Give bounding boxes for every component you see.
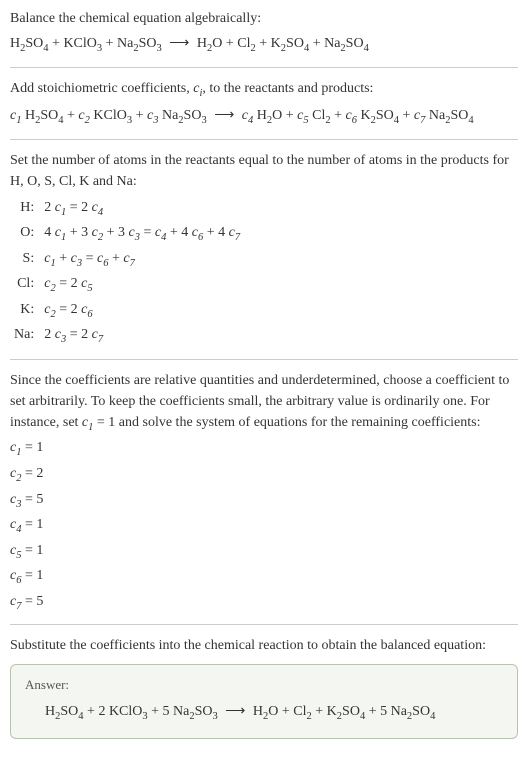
arrow-icon: ⟶ bbox=[221, 704, 249, 719]
plus: + bbox=[136, 108, 147, 123]
unbalanced-equation: H2SO4 + KClO3 + Na2SO3 ⟶ H2O + Cl2 + K2S… bbox=[10, 33, 518, 57]
atom-row-h: H: 2 c1 = 2 c4 bbox=[10, 196, 244, 222]
c7: c7 bbox=[414, 108, 425, 123]
plus: + bbox=[313, 36, 324, 51]
reactant-3: Na2SO3 bbox=[173, 704, 218, 719]
reactant-2: KClO3 bbox=[109, 704, 148, 719]
atoms-table: H: 2 c1 = 2 c4 O: 4 c1 + 3 c2 + 3 c3 = c… bbox=[10, 196, 244, 349]
atom-equation: c2 = 2 c5 bbox=[40, 272, 244, 298]
reactant-3: Na2SO3 bbox=[117, 36, 162, 51]
c4: c4 bbox=[242, 108, 253, 123]
solution-line: c3 = 5 bbox=[10, 489, 518, 513]
coef-2: 2 bbox=[98, 704, 109, 719]
plus: + bbox=[106, 36, 117, 51]
answer-label: Answer: bbox=[25, 675, 503, 695]
plus: + bbox=[286, 108, 297, 123]
stoich-text: Add stoichiometric coefficients, ci, to … bbox=[10, 78, 518, 102]
underdetermined-section: Since the coefficients are relative quan… bbox=[10, 370, 518, 614]
plus: + bbox=[403, 108, 414, 123]
c6: c6 bbox=[346, 108, 357, 123]
product-4: Na2SO4 bbox=[429, 108, 474, 123]
solution-line: c5 = 1 bbox=[10, 540, 518, 564]
c1: c1 bbox=[10, 108, 21, 123]
c2: c2 bbox=[78, 108, 89, 123]
subst-text: Substitute the coefficients into the che… bbox=[10, 635, 518, 656]
solution-line: c1 = 1 bbox=[10, 437, 518, 461]
divider bbox=[10, 624, 518, 625]
product-1: H2O bbox=[253, 704, 279, 719]
plus: + bbox=[151, 704, 162, 719]
plus: + bbox=[369, 704, 380, 719]
under-text: Since the coefficients are relative quan… bbox=[10, 370, 518, 436]
element-label: Na: bbox=[10, 323, 40, 349]
solutions-list: c1 = 1c2 = 2c3 = 5c4 = 1c5 = 1c6 = 1c7 =… bbox=[10, 437, 518, 614]
atom-row-k: K: c2 = 2 c6 bbox=[10, 298, 244, 324]
product-1: H2O bbox=[197, 36, 223, 51]
element-label: Cl: bbox=[10, 272, 40, 298]
plus: + bbox=[315, 704, 326, 719]
reactant-2: KClO3 bbox=[63, 36, 102, 51]
product-3: K2SO4 bbox=[271, 36, 310, 51]
coef-5: 5 bbox=[380, 704, 391, 719]
reactant-2: KClO3 bbox=[93, 108, 132, 123]
c5: c5 bbox=[297, 108, 308, 123]
atoms-intro: Set the number of atoms in the reactants… bbox=[10, 150, 518, 192]
atom-row-s: S: c1 + c3 = c6 + c7 bbox=[10, 247, 244, 273]
atoms-section: Set the number of atoms in the reactants… bbox=[10, 150, 518, 349]
stoich-section: Add stoichiometric coefficients, ci, to … bbox=[10, 78, 518, 129]
c3: c3 bbox=[147, 108, 158, 123]
solution-line: c4 = 1 bbox=[10, 514, 518, 538]
element-label: K: bbox=[10, 298, 40, 324]
product-4: Na2SO4 bbox=[324, 36, 369, 51]
atom-equation: c1 + c3 = c6 + c7 bbox=[40, 247, 244, 273]
plus: + bbox=[52, 36, 63, 51]
coef-5: 5 bbox=[163, 704, 174, 719]
arrow-icon: ⟶ bbox=[210, 108, 238, 123]
divider bbox=[10, 139, 518, 140]
product-2: Cl2 bbox=[312, 108, 330, 123]
atom-equation: 4 c1 + 3 c2 + 3 c3 = c4 + 4 c6 + 4 c7 bbox=[40, 221, 244, 247]
solution-line: c7 = 5 bbox=[10, 591, 518, 615]
plus: + bbox=[282, 704, 293, 719]
reactant-1: H2SO4 bbox=[45, 704, 84, 719]
coef-equation: c1 H2SO4 + c2 KClO3 + c3 Na2SO3 ⟶ c4 H2O… bbox=[10, 105, 518, 129]
balanced-equation: H2SO4 + 2 KClO3 + 5 Na2SO3 ⟶ H2O + Cl2 +… bbox=[25, 701, 503, 725]
plus: + bbox=[67, 108, 78, 123]
product-3: K2SO4 bbox=[360, 108, 399, 123]
product-2: Cl2 bbox=[293, 704, 311, 719]
product-4: Na2SO4 bbox=[391, 704, 436, 719]
atom-row-o: O: 4 c1 + 3 c2 + 3 c3 = c4 + 4 c6 + 4 c7 bbox=[10, 221, 244, 247]
solution-line: c6 = 1 bbox=[10, 565, 518, 589]
substitute-section: Substitute the coefficients into the che… bbox=[10, 635, 518, 739]
product-1: H2O bbox=[257, 108, 283, 123]
atom-row-cl: Cl: c2 = 2 c5 bbox=[10, 272, 244, 298]
c1-var: c1 bbox=[82, 415, 93, 430]
plus: + bbox=[334, 108, 345, 123]
atom-equation: 2 c3 = 2 c7 bbox=[40, 323, 244, 349]
element-label: S: bbox=[10, 247, 40, 273]
reactant-1: H2SO4 bbox=[25, 108, 64, 123]
product-2: Cl2 bbox=[237, 36, 255, 51]
reactant-3: Na2SO3 bbox=[162, 108, 207, 123]
atom-equation: 2 c1 = 2 c4 bbox=[40, 196, 244, 222]
atom-equation: c2 = 2 c6 bbox=[40, 298, 244, 324]
element-label: O: bbox=[10, 221, 40, 247]
plus: + bbox=[226, 36, 237, 51]
intro-text: Balance the chemical equation algebraica… bbox=[10, 8, 518, 29]
element-label: H: bbox=[10, 196, 40, 222]
solution-line: c2 = 2 bbox=[10, 463, 518, 487]
divider bbox=[10, 67, 518, 68]
atom-row-na: Na: 2 c3 = 2 c7 bbox=[10, 323, 244, 349]
answer-box: Answer: H2SO4 + 2 KClO3 + 5 Na2SO3 ⟶ H2O… bbox=[10, 664, 518, 739]
arrow-icon: ⟶ bbox=[165, 36, 193, 51]
plus: + bbox=[259, 36, 270, 51]
plus: + bbox=[87, 704, 98, 719]
intro-section: Balance the chemical equation algebraica… bbox=[10, 8, 518, 57]
reactant-1: H2SO4 bbox=[10, 36, 49, 51]
divider bbox=[10, 359, 518, 360]
product-3: K2SO4 bbox=[327, 704, 366, 719]
